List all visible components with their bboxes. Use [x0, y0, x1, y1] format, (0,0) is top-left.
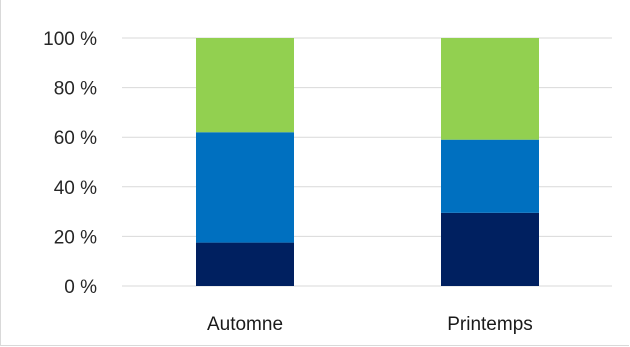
bar-segment-1 [196, 242, 294, 286]
x-category-label: Printemps [447, 314, 533, 335]
x-category-label: Automne [207, 314, 283, 335]
y-tick-label: 40 % [54, 178, 97, 199]
y-tick-label: 0 % [64, 277, 97, 298]
y-tick-label: 60 % [54, 128, 97, 149]
y-axis-tick-labels: 0 % 20 % 40 % 60 % 80 % 100 % [43, 29, 97, 298]
y-tick-label: 80 % [54, 79, 97, 100]
bar-stacks [196, 38, 539, 286]
bar-segment-2 [196, 132, 294, 243]
y-tick-label: 20 % [54, 227, 97, 248]
x-axis-category-labels: Automne Printemps [207, 314, 533, 335]
bar-segment-2 [441, 139, 539, 213]
bar-segment-3 [441, 38, 539, 140]
y-tick-label: 100 % [43, 29, 97, 50]
bar-segment-1 [441, 212, 539, 286]
bar-segment-3 [196, 38, 294, 133]
